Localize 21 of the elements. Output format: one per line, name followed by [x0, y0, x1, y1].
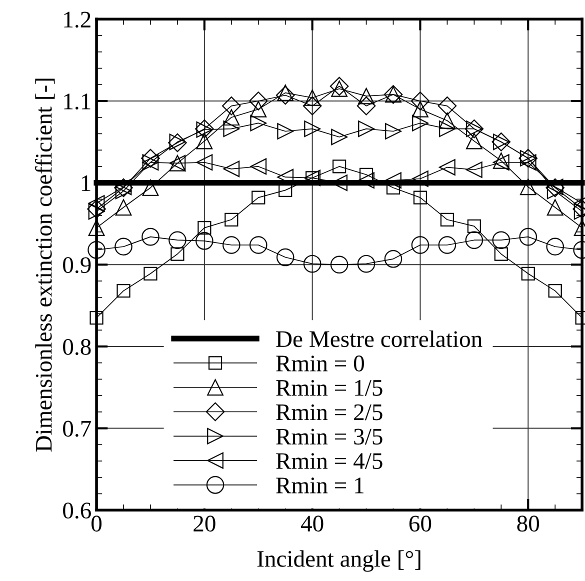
legend-label: Rmin = 1/5	[276, 380, 382, 396]
x-tick-label: 20	[194, 516, 216, 532]
legend-label: De Mestre correlation	[276, 330, 482, 348]
legend-label: Rmin = 2/5	[276, 404, 382, 420]
x-tick-label: 80	[517, 516, 540, 532]
x-axis-title: Incident angle [°]	[257, 550, 420, 572]
legend-label: Rmin = 0	[276, 356, 364, 372]
legend-label: Rmin = 1	[276, 478, 364, 494]
legend-label: Rmin = 3/5	[276, 428, 382, 445]
y-axis-title: Dimensionless extinction coefficient [-]	[34, 78, 55, 452]
y-tick-label: 1	[82, 175, 90, 192]
y-tick-label: 0.7	[63, 420, 91, 437]
x-tick-label: 0	[92, 516, 102, 532]
y-tick-label: 1.2	[64, 12, 90, 28]
y-tick-label: 1.1	[64, 94, 90, 110]
legend-label: Rmin = 4/5	[276, 453, 382, 470]
y-tick-label: 0.9	[63, 257, 91, 274]
y-tick-label: 0.6	[63, 502, 91, 519]
x-tick-label: 60	[409, 516, 432, 532]
y-tick-label: 0.8	[63, 338, 91, 355]
x-tick-label: 40	[300, 516, 324, 532]
